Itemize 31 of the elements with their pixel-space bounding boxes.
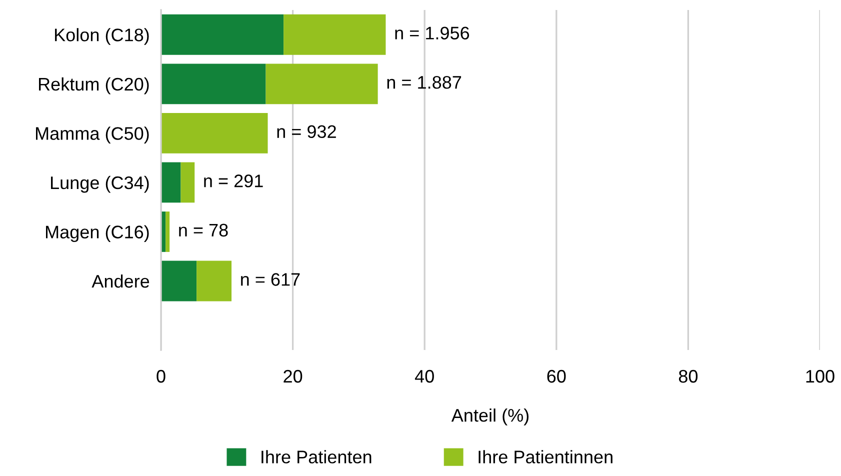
bar <box>161 162 181 203</box>
y-tick-label: Lunge (C34) <box>51 176 149 193</box>
x-tick-label: 0 <box>156 370 166 383</box>
x-tick-label: 100 <box>806 370 834 383</box>
x-axis-title: Anteil (%) <box>451 408 529 426</box>
bar <box>284 14 386 55</box>
bar <box>166 212 170 252</box>
bar <box>161 112 268 154</box>
bar <box>266 64 378 104</box>
y-tick-label: Andere <box>92 274 150 288</box>
y-tick-label: Kolon (C18) <box>55 28 149 45</box>
legend-label: Ihre Patienten <box>262 450 372 464</box>
bar <box>180 162 195 203</box>
annotation: n = 78 <box>179 224 228 237</box>
bar <box>196 260 232 302</box>
bar <box>161 64 266 104</box>
bar <box>161 260 197 302</box>
annotation: n = 932 <box>277 125 336 138</box>
x-tick-label: 60 <box>547 370 566 383</box>
x-tick-label: 20 <box>284 370 302 383</box>
y-tick-label: Rektum (C20) <box>39 77 149 94</box>
legend-label: Ihre Patientinnen <box>478 450 612 464</box>
annotation: n = 291 <box>204 174 263 188</box>
y-tick-label: Mamma (C50) <box>36 126 149 144</box>
x-tick-label: 40 <box>414 370 434 383</box>
annotation: n = 1.887 <box>387 76 462 89</box>
annotation: n = 1.956 <box>395 26 470 40</box>
x-tick-label: 80 <box>678 370 698 383</box>
y-tick-label: Magen (C16) <box>46 225 149 242</box>
bar <box>161 14 284 55</box>
annotation: n = 617 <box>241 273 300 286</box>
